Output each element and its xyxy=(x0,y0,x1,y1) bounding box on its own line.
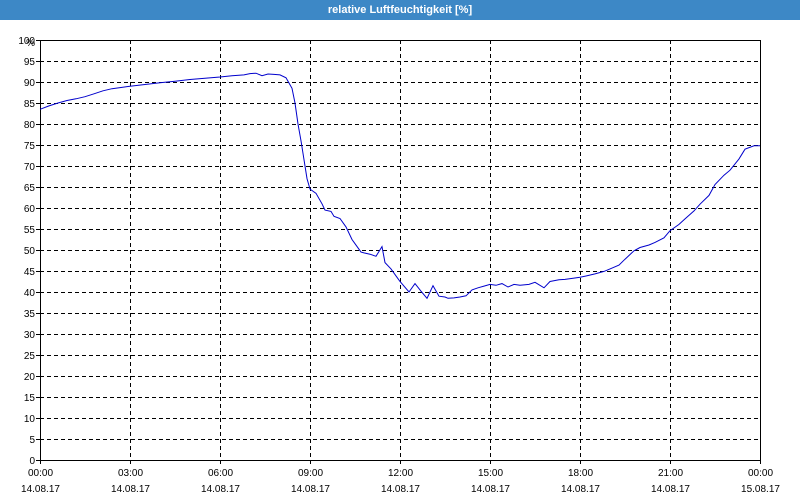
x-tick-time: 21:00 xyxy=(658,468,683,479)
x-tick-date: 14.08.17 xyxy=(381,484,420,495)
y-tick-label: 85 xyxy=(24,99,36,110)
y-tick-label: 40 xyxy=(24,288,36,299)
y-tick-label: 90 xyxy=(24,78,36,89)
y-tick-label: 70 xyxy=(24,162,36,173)
y-tick-label: 0 xyxy=(29,456,35,467)
chart-area: 0 5 10 15 20 25 30 35 40 45 50 55 60 65 70 75 80 85 90 95 10… xyxy=(0,20,800,500)
y-tick-label: 50 xyxy=(24,246,36,257)
y-tick-label: 5 xyxy=(29,435,35,446)
y-tick-label: 30 xyxy=(24,330,36,341)
x-tick-date: 14.08.17 xyxy=(111,484,150,495)
x-tick-time: 09:00 xyxy=(298,468,323,479)
series-line-humidity xyxy=(39,72,760,300)
y-tick-label: 20 xyxy=(24,372,36,383)
x-tick-time: 15:00 xyxy=(478,468,503,479)
y-tick-label: 45 xyxy=(24,267,36,278)
y-tick-label: 100 xyxy=(18,36,35,47)
x-tick-date: 15.08.17 xyxy=(741,484,780,495)
y-tick-label: 15 xyxy=(24,393,36,404)
chart-title: relative Luftfeuchtigkeit [%] xyxy=(0,0,800,20)
y-tick-label: 35 xyxy=(24,309,36,320)
x-tick-time: 00:00 xyxy=(28,468,53,479)
humidity-line-chart: 0 5 10 15 20 25 30 35 40 45 50 55 60 65 70 75 80 85 90 95 10… xyxy=(18,36,780,495)
x-tick-time: 18:00 xyxy=(568,468,593,479)
x-tick-date: 14.08.17 xyxy=(201,484,240,495)
y-tick-label: 60 xyxy=(24,204,36,215)
y-tick-label: 25 xyxy=(24,351,36,362)
grid xyxy=(40,40,760,460)
x-tick-date: 14.08.17 xyxy=(291,484,330,495)
x-tick-time: 12:00 xyxy=(388,468,413,479)
x-axis: 00:00 14.08.17 03:00 14.08.17 06:00 14.08.17 0… xyxy=(21,460,780,495)
y-tick-label: 10 xyxy=(24,414,36,425)
y-tick-label: 55 xyxy=(24,225,36,236)
x-tick-time: 03:00 xyxy=(118,468,143,479)
x-tick-time: 00:00 xyxy=(748,468,773,479)
x-tick-time: 06:00 xyxy=(208,468,233,479)
y-tick-label: 65 xyxy=(24,183,36,194)
y-axis: 0 5 10 15 20 25 30 35 40 45 50 55 60 65 70 75 80 85 90 95 10… xyxy=(18,36,40,467)
y-axis-unit: % xyxy=(26,38,35,49)
y-tick-label: 95 xyxy=(24,57,36,68)
x-tick-date: 14.08.17 xyxy=(561,484,600,495)
x-tick-date: 14.08.17 xyxy=(21,484,60,495)
y-tick-label: 80 xyxy=(24,120,36,131)
x-tick-date: 14.08.17 xyxy=(471,484,510,495)
y-tick-label: 75 xyxy=(24,141,36,152)
x-tick-date: 14.08.17 xyxy=(651,484,690,495)
